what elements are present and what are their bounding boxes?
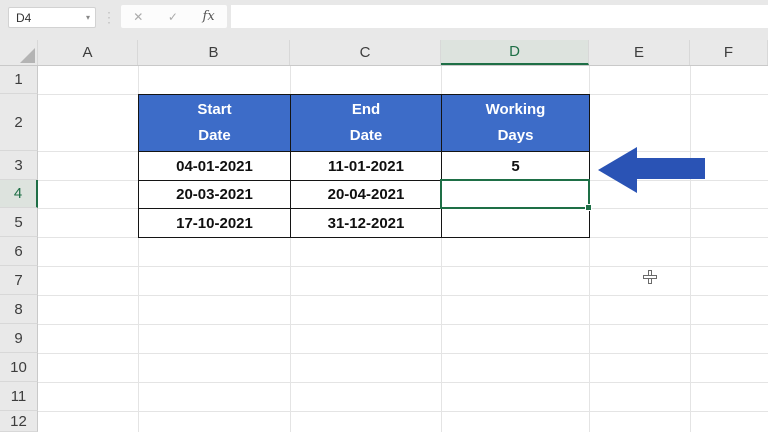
row-header-10[interactable]: 10 <box>0 353 38 382</box>
gridline <box>138 66 139 432</box>
table-header-line: End <box>351 101 381 118</box>
table-header-working-days[interactable]: Working Days <box>442 95 590 152</box>
formula-toolbar: D4 ▾ ⋮ ✕ ✓ fx <box>0 0 768 40</box>
toolbar-separator-dots: ⋮ <box>102 9 116 25</box>
select-all-triangle-icon <box>20 48 35 63</box>
gridline <box>38 324 768 325</box>
fill-handle[interactable] <box>585 204 592 211</box>
working-days-table: Start Date End Date Working Days 04-01-2… <box>138 94 590 238</box>
enter-icon[interactable]: ✓ <box>167 9 178 24</box>
row-header-11[interactable]: 11 <box>0 382 38 411</box>
active-cell-border[interactable] <box>440 179 590 209</box>
formula-bar-input[interactable] <box>231 5 768 28</box>
gridline <box>690 66 691 432</box>
row-header-2[interactable]: 2 <box>0 94 38 151</box>
column-header-d[interactable]: D <box>441 40 589 65</box>
row-header-9[interactable]: 9 <box>0 324 38 353</box>
gridline <box>441 66 442 432</box>
table-header-end-date[interactable]: End Date <box>291 95 442 152</box>
cell-C4[interactable]: 20-04-2021 <box>291 181 442 209</box>
column-header-c[interactable]: C <box>290 40 441 65</box>
name-box-dropdown-icon[interactable]: ▾ <box>85 13 90 22</box>
gridline <box>38 266 768 267</box>
name-box-value: D4 <box>16 10 32 25</box>
cell-D5[interactable] <box>442 209 590 238</box>
annotation-arrow-icon <box>598 147 637 193</box>
cell-C3[interactable]: 11-01-2021 <box>291 152 442 181</box>
table-header-line: Date <box>198 127 231 144</box>
insert-function-icon[interactable]: fx <box>202 9 215 24</box>
row-header-6[interactable]: 6 <box>0 237 38 266</box>
row-header-12[interactable]: 12 <box>0 411 38 432</box>
row-header-5[interactable]: 5 <box>0 208 38 237</box>
cell-D4[interactable] <box>442 181 590 209</box>
gridline <box>589 66 590 432</box>
cancel-icon[interactable]: ✕ <box>133 9 144 24</box>
table-header-line: Working <box>485 101 546 118</box>
gridline <box>38 382 768 383</box>
column-header-e[interactable]: E <box>589 40 690 65</box>
gridline <box>38 411 768 412</box>
cell-cursor-icon <box>643 270 657 284</box>
row-header-7[interactable]: 7 <box>0 266 38 295</box>
cell-C5[interactable]: 31-12-2021 <box>291 209 442 238</box>
cell-B3[interactable]: 04-01-2021 <box>139 152 291 181</box>
column-headers: A B C D E F <box>0 40 768 66</box>
name-box[interactable]: D4 ▾ <box>8 7 96 28</box>
spreadsheet-grid: A B C D E F 1 2 3 4 5 6 7 8 9 10 11 12 S… <box>0 40 768 432</box>
formula-bar-buttons: ✕ ✓ fx <box>121 5 227 28</box>
annotation-arrow-body <box>636 158 705 179</box>
gridline <box>290 66 291 432</box>
column-header-b[interactable]: B <box>138 40 290 65</box>
row-headers: 1 2 3 4 5 6 7 8 9 10 11 12 <box>0 66 38 432</box>
cell-B4[interactable]: 20-03-2021 <box>139 181 291 209</box>
table-header-line: Date <box>349 127 383 144</box>
table-header-line: Start <box>197 101 232 118</box>
table-header-start-date[interactable]: Start Date <box>139 95 291 152</box>
gridline <box>38 295 768 296</box>
cell-cursor-center <box>649 276 651 278</box>
select-all-corner[interactable] <box>0 40 38 65</box>
row-header-4[interactable]: 4 <box>0 180 38 208</box>
table-header-line: Days <box>497 127 534 144</box>
row-header-3[interactable]: 3 <box>0 151 38 180</box>
row-header-8[interactable]: 8 <box>0 295 38 324</box>
gridline <box>38 353 768 354</box>
column-header-a[interactable]: A <box>38 40 138 65</box>
row-header-1[interactable]: 1 <box>0 66 38 94</box>
cell-D3[interactable]: 5 <box>442 152 590 181</box>
cell-B5[interactable]: 17-10-2021 <box>139 209 291 238</box>
column-header-f[interactable]: F <box>690 40 768 65</box>
